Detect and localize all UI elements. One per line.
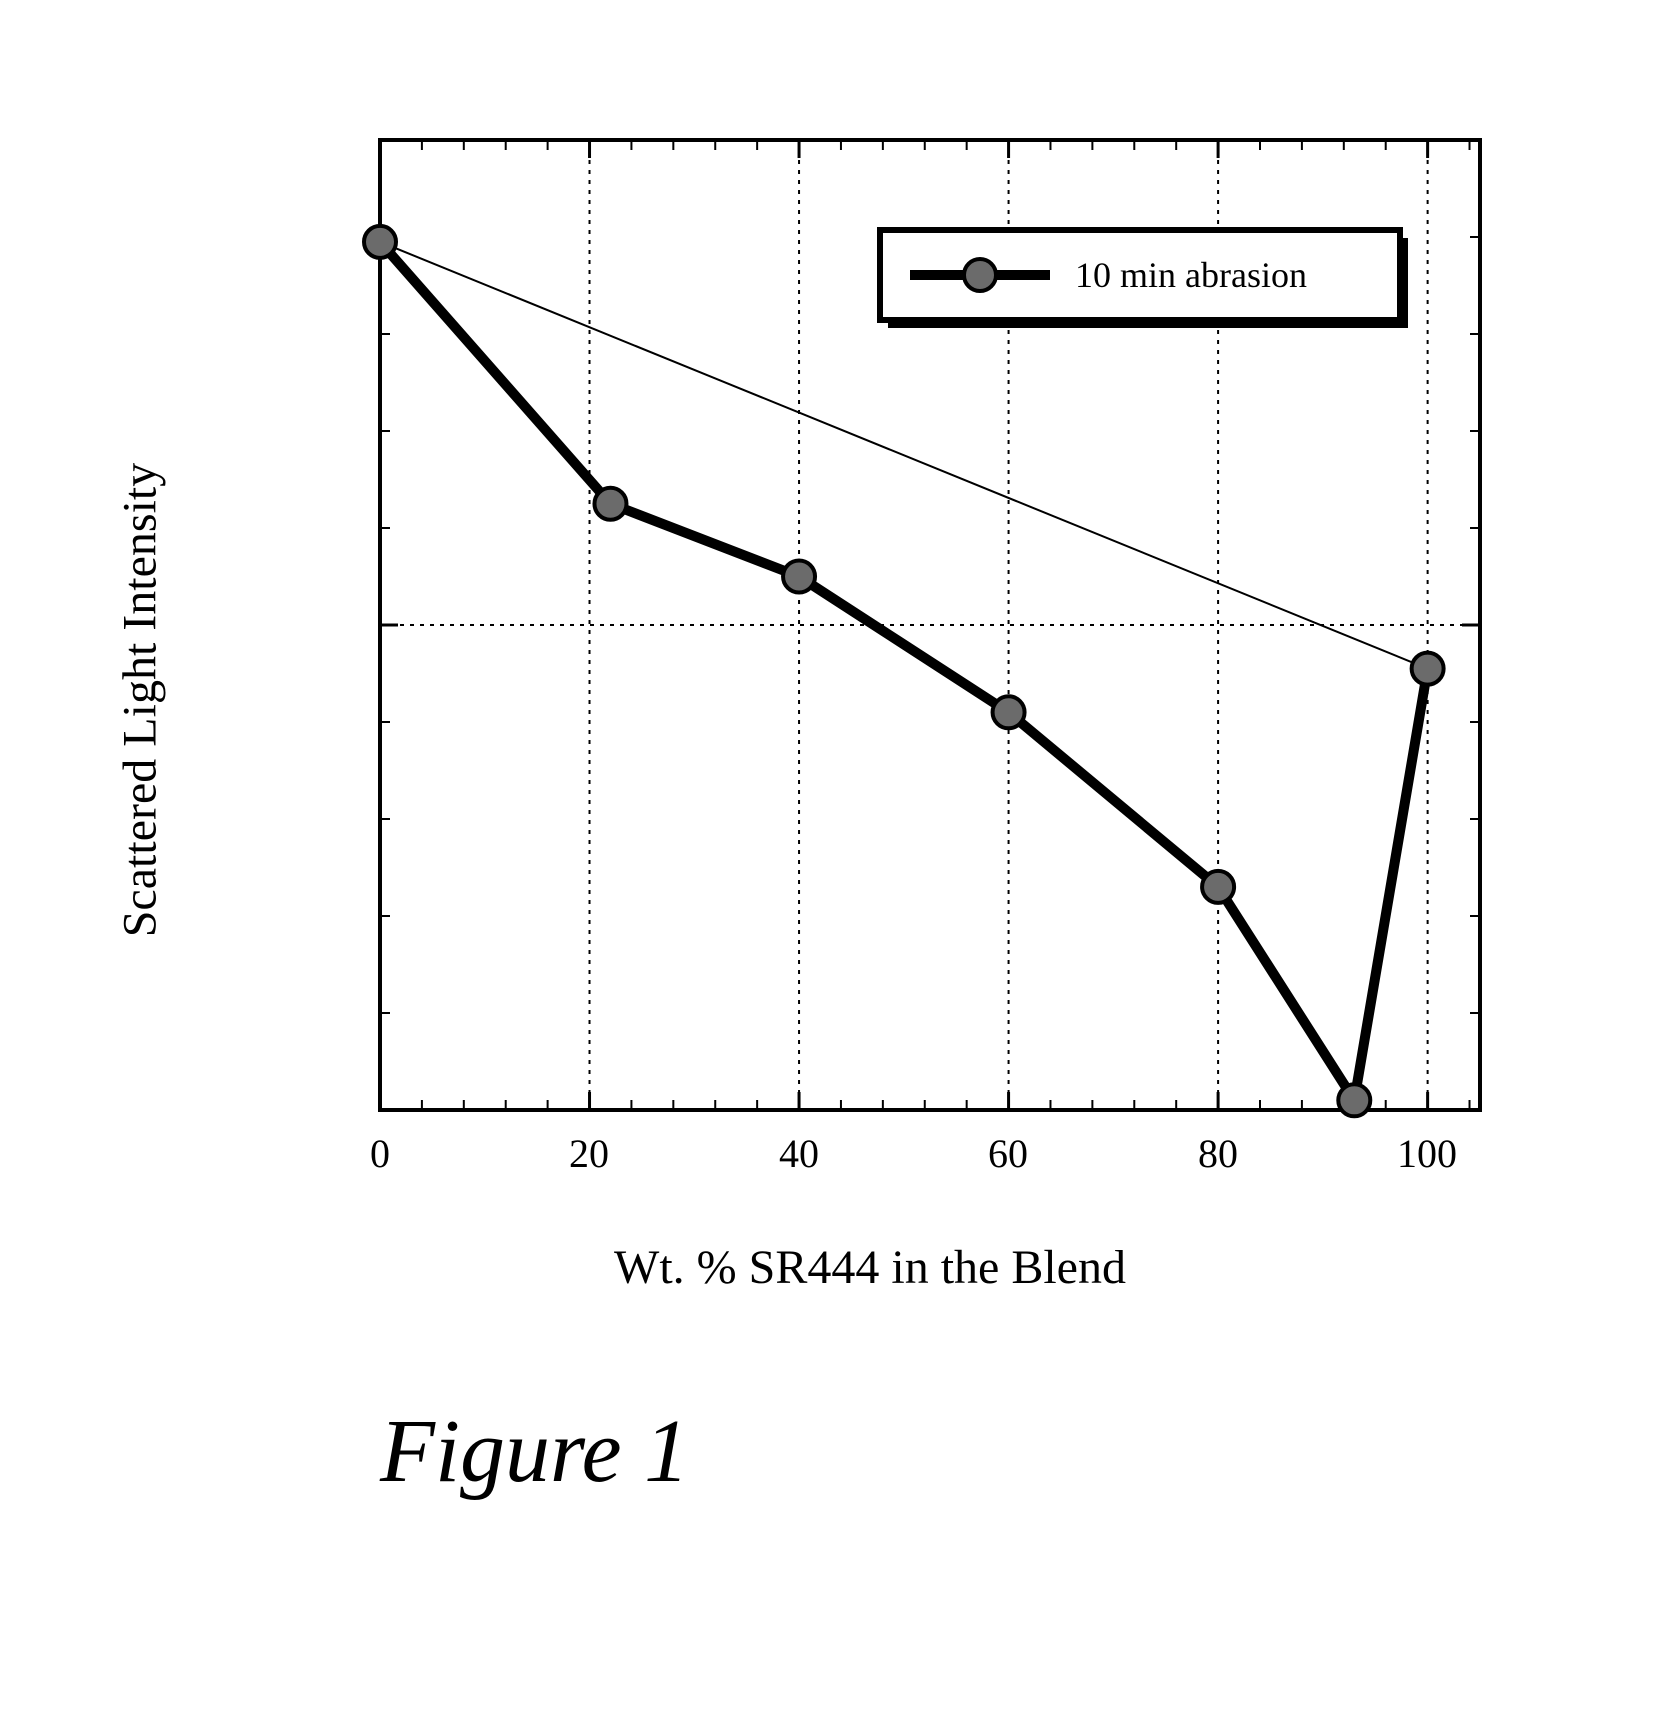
x-axis-label: Wt. % SR444 in the Blend bbox=[614, 1240, 1126, 1295]
chart-svg: 10 min abrasion bbox=[100, 60, 1580, 1200]
figure-caption: Figure 1 bbox=[380, 1400, 689, 1503]
page: Scattered Light Intensity Wt. % SR444 in… bbox=[0, 0, 1678, 1716]
legend-label: 10 min abrasion bbox=[1075, 255, 1307, 295]
